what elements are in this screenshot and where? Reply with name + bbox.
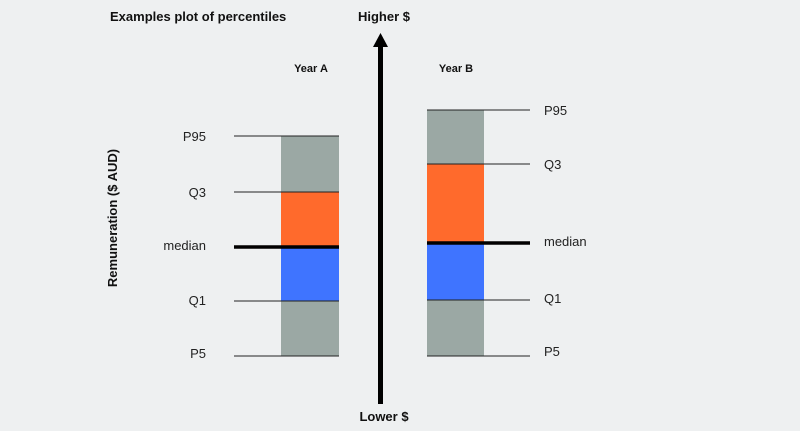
year-b-label: Year B xyxy=(439,63,473,75)
arrow-top-label: Higher $ xyxy=(358,9,411,24)
year-a-p5-label: P5 xyxy=(190,346,206,361)
year-b-p95-label: P95 xyxy=(544,103,567,118)
year-b-q3-band xyxy=(427,164,484,243)
year-b-q3-label: Q3 xyxy=(544,157,561,172)
year-a-q3-label: Q3 xyxy=(189,185,206,200)
y-axis-label: Remuneration ($ AUD) xyxy=(105,149,120,287)
year-b-q1-label: Q1 xyxy=(544,291,561,306)
arrow-shaft xyxy=(378,44,383,404)
year-b-bottom-band xyxy=(427,300,484,356)
year-a-top-band xyxy=(281,136,339,192)
year-a-label: Year A xyxy=(294,63,328,75)
year-a-q1-band xyxy=(281,247,339,301)
year-a-p95-label: P95 xyxy=(183,129,206,144)
diagram-title: Examples plot of percentiles xyxy=(110,9,286,24)
year-a-group: Year A P95 Q3 median Q1 P5 xyxy=(163,63,339,361)
year-b-top-band xyxy=(427,110,484,164)
year-b-p5-label: P5 xyxy=(544,344,560,359)
year-a-q3-band xyxy=(281,192,339,247)
year-a-median-label: median xyxy=(163,238,206,253)
year-b-group: Year B P95 Q3 median Q1 P5 xyxy=(427,63,587,359)
year-a-bottom-band xyxy=(281,301,339,356)
year-b-median-label: median xyxy=(544,234,587,249)
arrow-bottom-label: Lower $ xyxy=(359,409,409,424)
year-b-q1-band xyxy=(427,243,484,300)
arrow-head xyxy=(373,33,388,47)
direction-arrow xyxy=(373,33,388,404)
year-a-q1-label: Q1 xyxy=(189,293,206,308)
